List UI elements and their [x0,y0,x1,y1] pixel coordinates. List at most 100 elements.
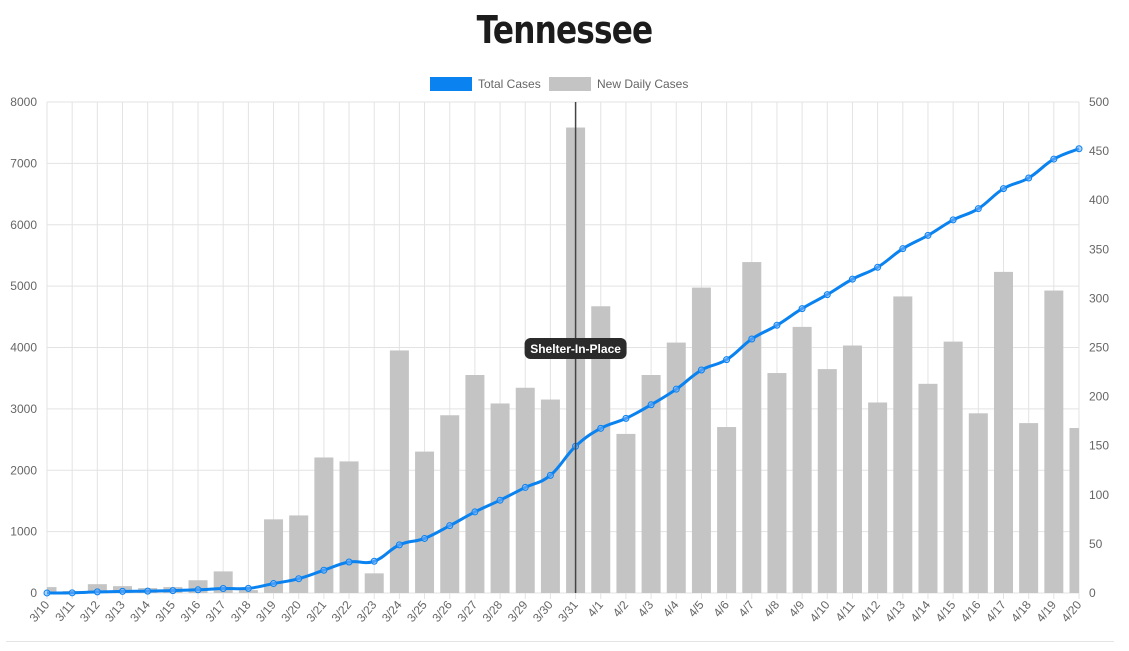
total-cases-point [647,401,655,409]
total-cases-point [421,534,429,542]
x-tick-label: 4/1 [585,598,607,620]
x-tick-label: 3/15 [152,598,178,625]
y-left-tick-label: 2000 [10,463,37,477]
y-right-tick-label: 50 [1089,537,1103,551]
y-right-tick-label: 400 [1089,193,1109,207]
legend-item-daily[interactable]: New Daily Cases [549,77,688,91]
x-tick-label: 3/26 [429,598,455,625]
daily-bar [742,262,762,593]
total-cases-point [748,335,756,343]
daily-bar [616,433,636,593]
daily-bar [339,461,359,593]
x-tick-label: 4/9 [786,598,808,620]
total-cases-point [244,584,252,592]
shelter-annotation: Shelter-In-Place [524,102,627,593]
x-tick-label: 3/27 [454,598,480,625]
x-tick-label: 4/7 [736,598,758,620]
daily-bar [792,326,812,593]
total-cases-point [144,587,152,595]
total-cases-point [924,231,932,239]
x-tick-label: 3/19 [253,598,279,625]
x-tick-label: 3/24 [379,598,405,625]
x-tick-label: 3/28 [480,598,506,625]
y-right-tick-label: 300 [1089,291,1109,305]
total-cases-point [1025,174,1033,182]
total-cases-point [899,245,907,253]
annotation-box [524,338,627,359]
total-cases-point [320,566,328,574]
total-cases-point [471,508,479,516]
x-tick-label: 3/16 [178,598,204,625]
y-right-tick-label: 450 [1089,144,1109,158]
total-cases-point [521,483,529,491]
x-tick-label: 3/20 [278,598,304,625]
daily-bar [717,427,737,593]
total-cases-point [999,185,1007,193]
x-tick-label: 4/6 [710,598,732,620]
total-cases-point [395,541,403,549]
x-tick-label: 3/17 [203,598,229,625]
total-cases-point [546,471,554,479]
legend-label-total: Total Cases [478,77,541,91]
total-cases-point [848,275,856,283]
total-cases-point [1075,145,1083,153]
daily-bar [868,402,888,593]
x-tick-label: 4/19 [1033,598,1059,625]
daily-bar [1044,290,1064,593]
daily-bar [1019,423,1039,593]
daily-bar [314,457,334,593]
annotation-label: Shelter-In-Place [530,342,621,356]
x-tick-label: 4/4 [660,598,682,620]
x-tick-label: 3/11 [52,598,77,624]
total-cases-point [949,216,957,224]
total-cases-point [68,589,76,597]
total-cases-point [93,588,101,596]
legend-swatch-total [430,77,472,91]
total-cases-point [597,424,605,432]
total-cases-point [194,586,202,594]
daily-bar [540,399,560,593]
x-tick-label: 4/2 [610,598,632,620]
y-left-tick-label: 0 [30,586,37,600]
x-tick-label: 4/17 [983,598,1009,625]
y-left-tick-label: 8000 [10,95,37,109]
legend: Total Cases New Daily Cases [0,77,1129,95]
chart-title: Tennessee [476,8,654,52]
y-right-tick-label: 0 [1089,586,1096,600]
total-cases-point [370,557,378,565]
total-cases-point [874,263,882,271]
x-tick-label: 4/3 [635,598,657,620]
total-cases-point [622,414,630,422]
daily-bar [364,573,384,593]
x-tick-label: 3/22 [329,598,355,625]
x-tick-label: 3/25 [404,598,430,625]
total-cases-point [446,522,454,530]
total-cases-point [823,291,831,299]
y-left-tick-label: 3000 [10,402,37,416]
x-tick-label: 3/18 [228,598,254,625]
legend-item-total[interactable]: Total Cases [430,77,541,91]
total-line [43,145,1083,597]
x-tick-label: 4/10 [807,598,833,625]
daily-bar [440,415,460,593]
total-cases-point [798,305,806,313]
y-right-tick-label: 350 [1089,242,1109,256]
daily-bar [842,345,862,593]
x-tick-label: 3/30 [530,598,556,625]
x-tick-label: 4/20 [1059,598,1085,625]
total-cases-point [697,366,705,374]
daily-bar [415,451,435,593]
daily-bar [817,369,837,593]
y-left-tick-label: 4000 [10,341,37,355]
x-tick-label: 4/18 [1008,598,1034,625]
daily-bar [893,296,913,593]
daily-bar [264,519,284,593]
y-right-tick-label: 200 [1089,390,1109,404]
legend-swatch-daily [549,77,591,91]
x-tick-label: 4/14 [908,598,934,625]
x-tick-label: 4/11 [833,598,858,624]
daily-bar [47,587,57,593]
y-right-tick-label: 150 [1089,439,1109,453]
total-cases-point [169,587,177,595]
